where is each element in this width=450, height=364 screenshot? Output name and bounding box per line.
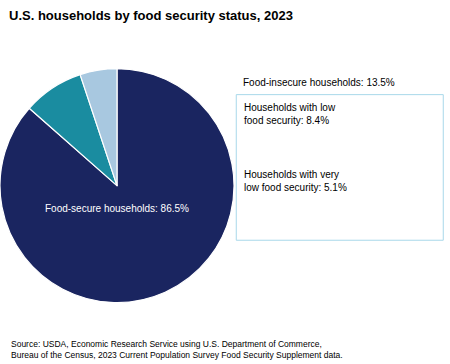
svg-text:Food-secure households: 86.5%: Food-secure households: 86.5% — [45, 203, 189, 214]
svg-text:Source: USDA, Economic Researc: Source: USDA, Economic Research Service … — [11, 339, 343, 360]
svg-text:Food-insecure households: 13.5: Food-insecure households: 13.5% — [243, 77, 395, 88]
svg-text:U.S. households by food securi: U.S. households by food security status,… — [9, 8, 293, 23]
svg-text:Households with verylow food s: Households with verylow food security: 5… — [244, 169, 347, 193]
svg-text:Households with lowfood securi: Households with lowfood security: 8.4% — [244, 102, 336, 126]
